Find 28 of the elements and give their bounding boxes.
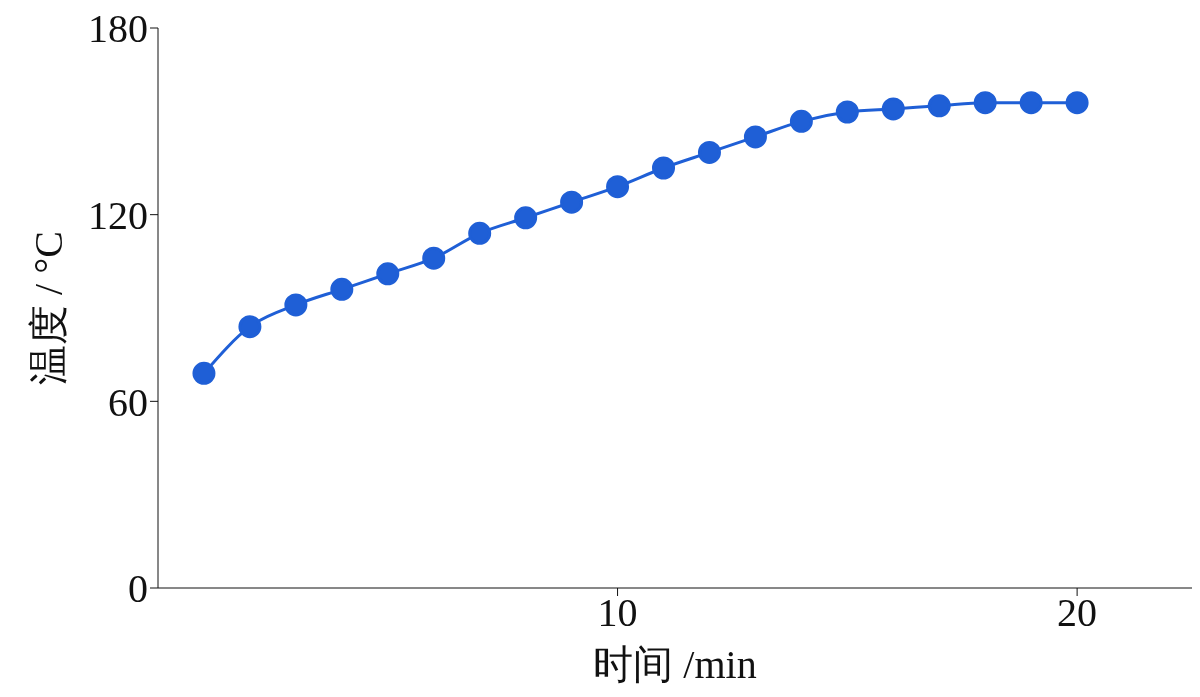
point (927, 94, 951, 118)
x-tick-label: 10 (597, 590, 638, 636)
point (284, 293, 308, 317)
point (652, 156, 676, 180)
y-tick-label: 60 (108, 379, 148, 425)
point (376, 262, 400, 286)
y-axis-title: 温度 / °C (26, 231, 72, 385)
point (789, 109, 813, 133)
y-tick-label: 120 (88, 192, 148, 238)
point (560, 190, 584, 214)
y-tick-label: 0 (128, 566, 148, 612)
point (192, 361, 216, 385)
point (743, 125, 767, 149)
point (238, 315, 262, 339)
point (606, 175, 630, 199)
x-tick-label: 20 (1057, 590, 1098, 636)
point (1019, 91, 1043, 115)
x-axis-title: 时间 /min (593, 642, 757, 687)
point (422, 246, 446, 270)
point (468, 221, 492, 245)
point (514, 206, 538, 230)
point (973, 91, 997, 115)
y-tick-label: 180 (88, 6, 148, 52)
point (881, 97, 905, 121)
point (697, 140, 721, 164)
point (835, 100, 859, 124)
point (330, 277, 354, 301)
point (1065, 91, 1089, 115)
